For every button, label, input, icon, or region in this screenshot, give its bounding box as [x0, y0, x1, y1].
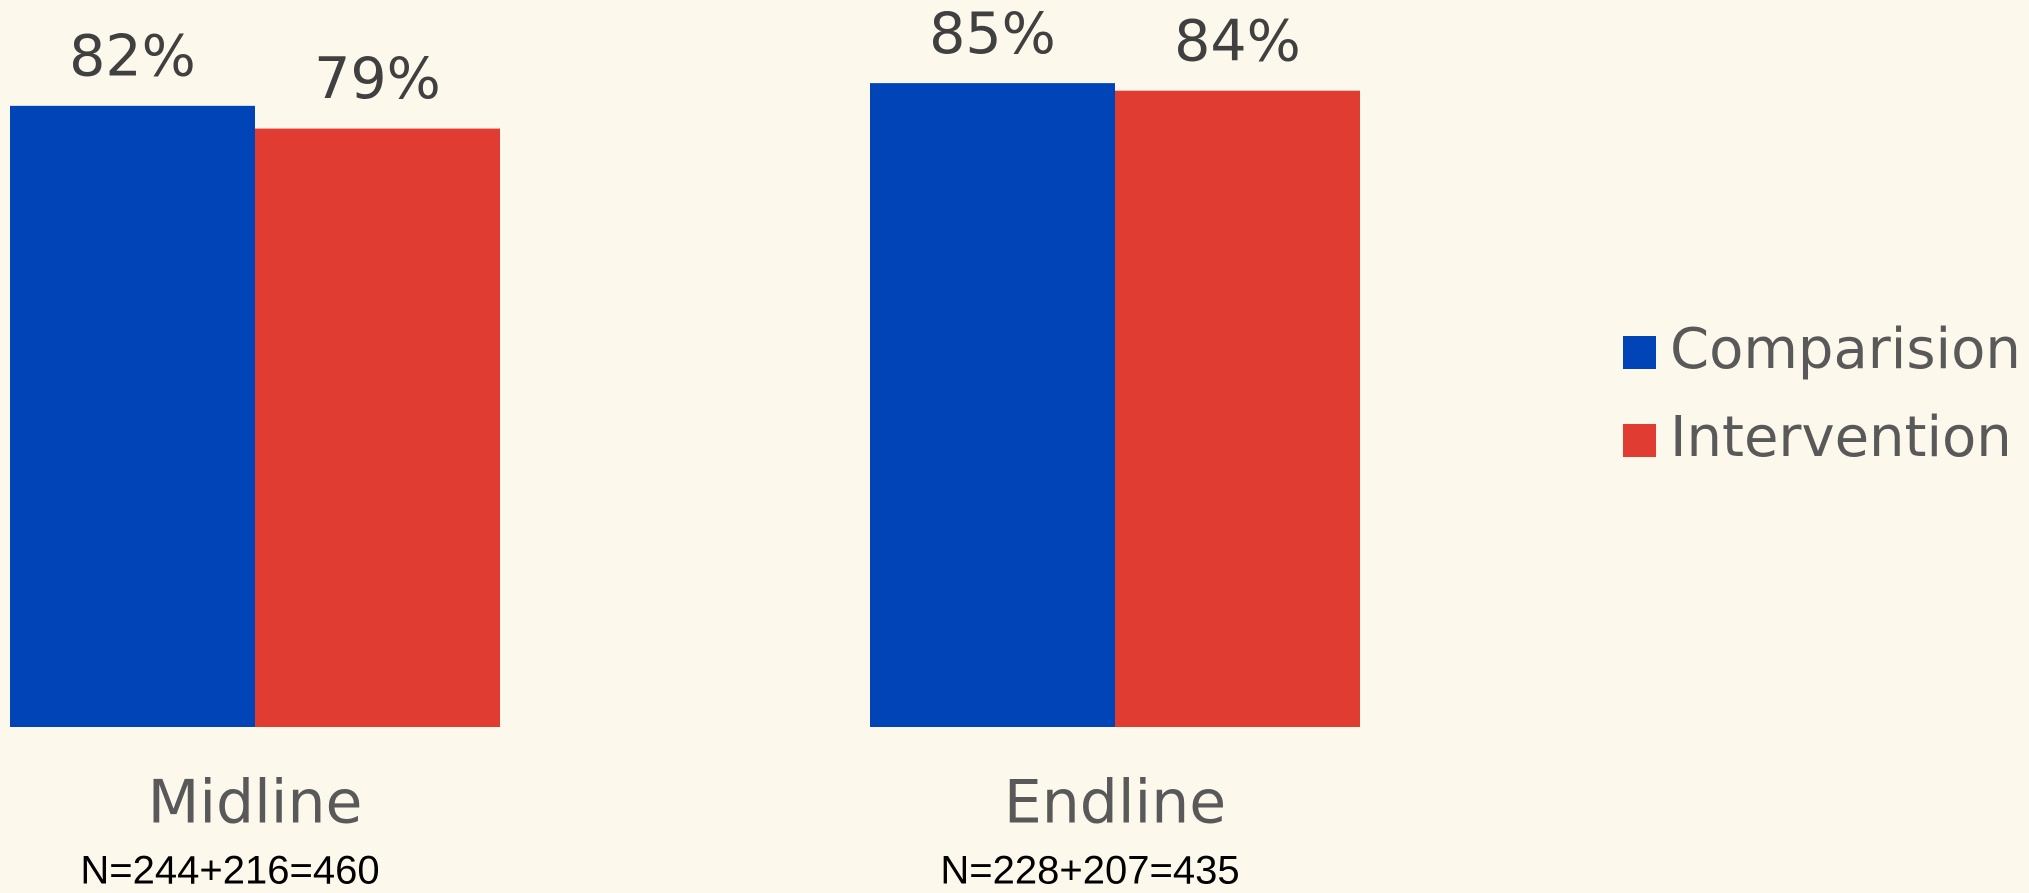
legend-swatch — [1623, 424, 1656, 457]
bar — [10, 105, 255, 728]
legend-swatch — [1623, 336, 1656, 369]
data-label: 84% — [1174, 8, 1301, 74]
data-label: 82% — [69, 23, 196, 89]
legend-label: Intervention — [1670, 405, 2012, 470]
legend-label: Comparision — [1670, 317, 2021, 382]
bar — [1115, 90, 1360, 727]
data-label: 85% — [929, 1, 1056, 67]
data-label: 79% — [314, 46, 441, 112]
x-tick-label: Midline — [148, 768, 363, 838]
bar — [870, 83, 1115, 727]
category-note: N=244+216=460 — [80, 849, 379, 893]
bar — [255, 128, 500, 727]
category-note: N=228+207=435 — [940, 849, 1239, 893]
x-tick-label: Endline — [1004, 768, 1226, 838]
